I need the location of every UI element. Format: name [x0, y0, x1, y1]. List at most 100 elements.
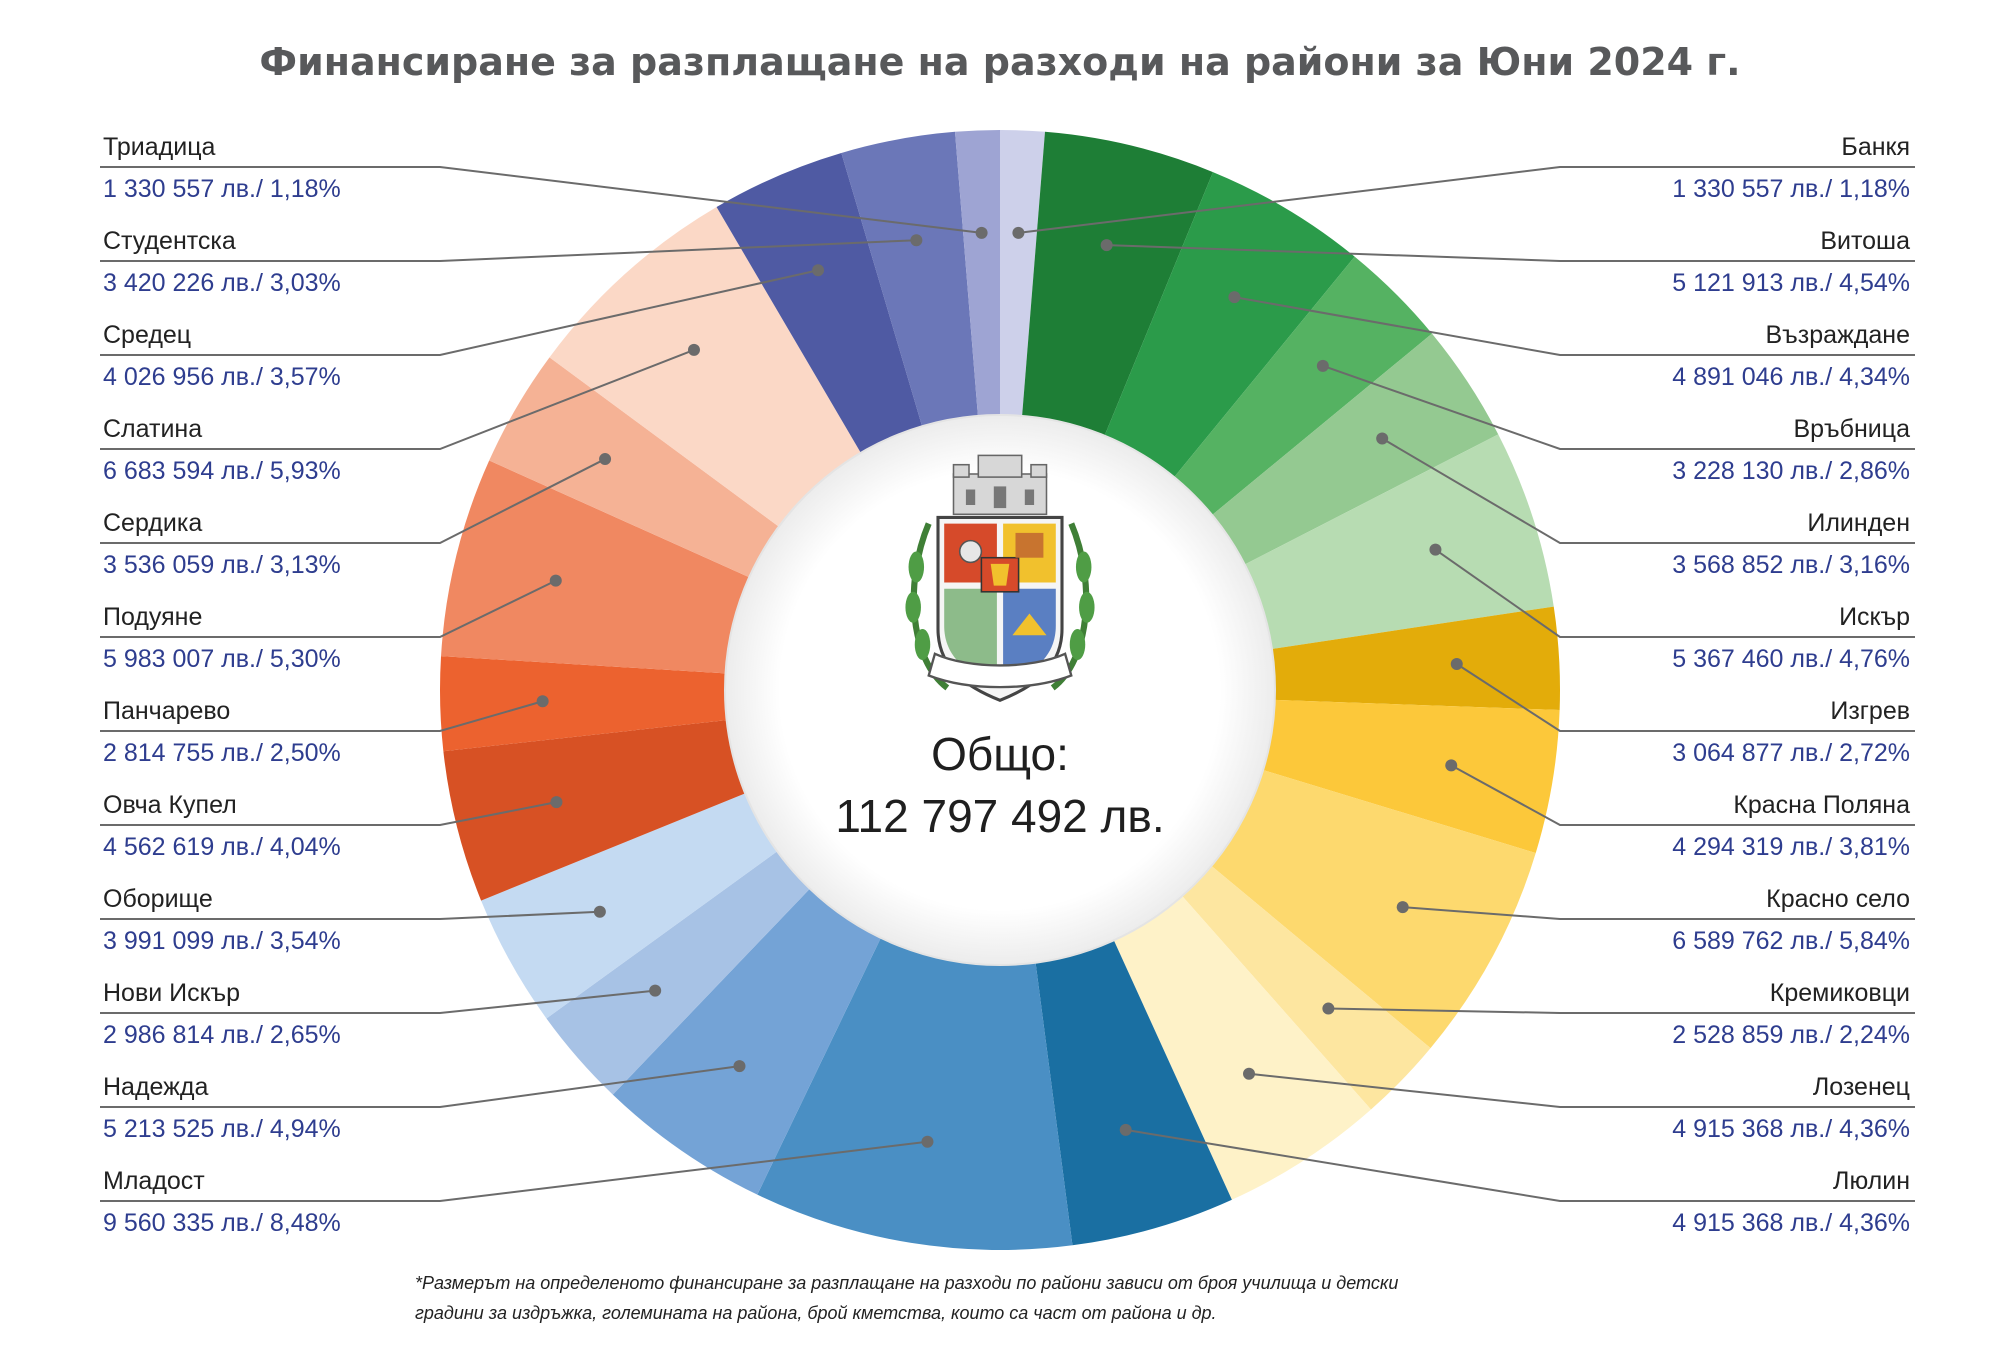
label-value-нови-искър: 2 986 814 лв./ 2,65% — [103, 1021, 341, 1049]
leader-dot-сердика — [599, 453, 612, 466]
leader-dot-връбница — [1316, 359, 1329, 372]
slice-красно-село — [1211, 770, 1536, 1049]
leader-line-кремиковци — [1328, 1007, 1915, 1014]
leader-line-оборище — [100, 910, 600, 920]
label-name-красно-село: Красно село — [1766, 885, 1910, 913]
slice-кремиковци — [1182, 865, 1431, 1110]
slice-банкя — [1000, 130, 1045, 416]
label-name-подуяне: Подуяне — [103, 603, 202, 631]
leader-dot-слатина — [687, 343, 700, 356]
leader-dot-нови-искър — [649, 984, 662, 997]
leader-line-надежда — [100, 1065, 740, 1108]
leader-line-красно-село — [1402, 906, 1915, 920]
label-value-младост: 9 560 335 лв./ 8,48% — [103, 1209, 341, 1237]
label-name-слатина: Слатина — [103, 415, 202, 443]
label-name-кремиковци: Кремиковци — [1770, 979, 1910, 1007]
leader-dot-триадица — [975, 226, 988, 239]
label-name-красна-поляна: Красна Поляна — [1733, 791, 1910, 819]
label-value-красна-поляна: 4 294 319 лв./ 3,81% — [1672, 833, 1910, 861]
leader-dot-люлин — [1119, 1123, 1132, 1136]
leader-line-овча-купел — [100, 801, 557, 826]
leader-dot-подуяне — [549, 574, 562, 587]
label-name-лозенец: Лозенец — [1813, 1073, 1910, 1101]
label-name-банкя: Банкя — [1841, 133, 1910, 161]
leader-line-подуяне — [100, 579, 557, 638]
chart-title: Финансиране за разплащане на разходи на … — [259, 40, 1741, 84]
label-name-оборище: Оборище — [103, 885, 213, 913]
leader-line-средец — [100, 269, 819, 356]
leader-line-витоша — [1106, 244, 1915, 262]
leader-dot-кремиковци — [1322, 1002, 1335, 1015]
label-value-студентска: 3 420 226 лв./ 3,03% — [103, 269, 341, 297]
slice-витоша — [1022, 131, 1213, 436]
label-name-нови-искър: Нови Искър — [103, 979, 240, 1007]
label-value-красно-село: 6 589 762 лв./ 5,84% — [1672, 927, 1910, 955]
slice-надежда — [612, 888, 881, 1195]
leader-dot-средец — [812, 264, 825, 277]
leader-line-сердика — [100, 458, 606, 544]
label-name-панчарево: Панчарево — [103, 697, 230, 725]
leader-dot-илинден — [1376, 432, 1389, 445]
label-name-връбница: Връбница — [1793, 415, 1910, 443]
slice-люлин — [1035, 940, 1232, 1246]
leader-line-илинден — [1381, 437, 1915, 544]
leader-dot-оборище — [593, 905, 606, 918]
label-name-студентска: Студентска — [103, 227, 236, 255]
leader-line-нови-искър — [100, 989, 656, 1014]
leader-dot-красно-село — [1396, 901, 1409, 914]
label-value-подуяне: 5 983 007 лв./ 5,30% — [103, 645, 341, 673]
label-value-витоша: 5 121 913 лв./ 4,54% — [1672, 269, 1910, 297]
slice-младост — [757, 937, 1073, 1250]
slice-овча-купел — [443, 720, 746, 901]
label-value-панчарево: 2 814 755 лв./ 2,50% — [103, 739, 341, 767]
leader-line-студентска — [100, 239, 917, 262]
label-name-люлин: Люлин — [1833, 1167, 1910, 1195]
label-name-илинден: Илинден — [1807, 509, 1910, 537]
label-name-витоша: Витоша — [1820, 227, 1910, 255]
label-value-връбница: 3 228 130 лв./ 2,86% — [1672, 457, 1910, 485]
label-value-банкя: 1 330 557 лв./ 1,18% — [1672, 175, 1910, 203]
leader-dot-изгрев — [1450, 657, 1463, 670]
total-value: 112 797 492 лв. — [835, 790, 1164, 842]
slice-възраждане — [1104, 172, 1355, 478]
leader-dot-лозенец — [1243, 1067, 1256, 1080]
leader-line-изгрев — [1456, 663, 1915, 732]
label-value-надежда: 5 213 525 лв./ 4,94% — [103, 1115, 341, 1143]
leader-dot-младост — [921, 1135, 934, 1148]
label-value-слатина: 6 683 594 лв./ 5,93% — [103, 457, 341, 485]
label-value-овча-купел: 4 562 619 лв./ 4,04% — [103, 833, 341, 861]
total-label: Общо: — [931, 728, 1069, 780]
label-value-сердика: 3 536 059 лв./ 3,13% — [103, 551, 341, 579]
leader-line-панчарево — [100, 700, 543, 732]
label-value-люлин: 4 915 368 лв./ 4,36% — [1672, 1209, 1910, 1237]
slice-средец — [716, 152, 923, 453]
leader-line-възраждане — [1234, 296, 1915, 356]
footnote: *Размерът на определеното финансиране за… — [415, 1273, 1399, 1323]
leader-dot-красна-поляна — [1445, 759, 1458, 772]
slice-панчарево — [440, 656, 727, 752]
slice-студентска — [841, 131, 978, 427]
label-value-кремиковци: 2 528 859 лв./ 2,24% — [1672, 1021, 1910, 1049]
slice-искър — [1244, 434, 1554, 650]
label-name-средец: Средец — [103, 321, 191, 349]
leader-line-младост — [100, 1140, 928, 1202]
label-value-илинден: 3 568 852 лв./ 3,16% — [1672, 551, 1910, 579]
slice-оборище — [481, 793, 778, 1019]
slice-лозенец — [1113, 895, 1371, 1200]
leader-dot-искър — [1429, 543, 1442, 556]
label-name-овча-купел: Овча Купел — [103, 791, 237, 819]
label-name-сердика: Сердика — [103, 509, 202, 537]
slice-нови-искър — [546, 851, 810, 1095]
leader-line-искър — [1434, 548, 1915, 638]
slice-красна-поляна — [1263, 699, 1560, 854]
leader-dot-овча-купел — [550, 796, 563, 809]
label-value-лозенец: 4 915 368 лв./ 4,36% — [1672, 1115, 1910, 1143]
leader-line-слатина — [100, 348, 695, 450]
label-name-искър: Искър — [1839, 603, 1910, 631]
leader-dot-панчарево — [536, 695, 549, 708]
slice-слатина — [549, 207, 861, 527]
label-value-възраждане: 4 891 046 лв./ 4,34% — [1672, 363, 1910, 391]
slice-триадица — [955, 130, 1000, 416]
label-name-изгрев: Изгрев — [1830, 697, 1910, 725]
